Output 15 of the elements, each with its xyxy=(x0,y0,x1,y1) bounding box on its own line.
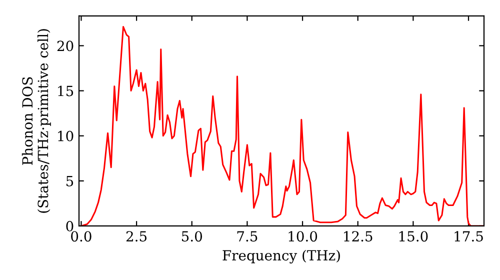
x-tick-label: 7.5 xyxy=(237,231,258,242)
x-tick-label: 10.0 xyxy=(288,231,318,242)
x-tick-label: 12.5 xyxy=(344,231,372,242)
y-tick-label: 20 xyxy=(57,40,74,52)
x-tick-label: 2.5 xyxy=(126,231,147,242)
x-tick-label: 5.0 xyxy=(182,231,202,242)
y-tick-label: 0 xyxy=(66,220,74,232)
x-tick-label: 0.0 xyxy=(71,231,92,242)
y-tick-label: 5 xyxy=(66,176,74,186)
x-axis-title: Frequency (THz) xyxy=(222,250,340,264)
x-tick-label: 15.0 xyxy=(399,231,428,242)
y-tick-label: 10 xyxy=(58,130,74,142)
y-tick-label: 15 xyxy=(58,86,74,96)
y-axis-title: Phonon DOS (States/THz·primitive cell) xyxy=(22,29,51,213)
x-tick-label: 17.5 xyxy=(454,231,483,242)
